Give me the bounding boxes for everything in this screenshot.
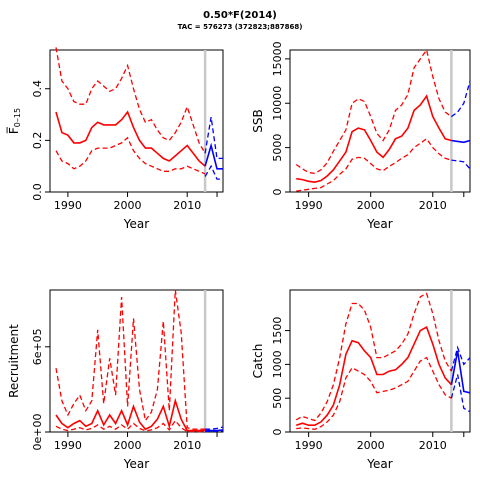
recruitment-x-axis-label: Year [123,457,149,471]
recruitment-x-tick-label: 2010 [173,439,201,452]
fbar-y-tick-label: 0.4 [31,80,44,98]
catch-panel: 1990 2000 2010 0 500 1000 1500 Year Catch [251,289,471,471]
catch-y-tick-label: 1500 [271,317,284,345]
recruitment-x-tick-label: 1990 [54,439,82,452]
catch-y-tick-label: 500 [271,388,284,409]
fbar-forecast-upper-line [204,116,223,160]
fbar-forecast-median-line [204,142,223,170]
catch-median-line [295,326,452,427]
fbar-x-tick-label: 2000 [114,199,142,212]
ssb-x-tick-label: 1990 [295,199,323,212]
catch-x-tick-label: 2000 [357,439,385,452]
ssb-forecast-upper-line [451,80,471,118]
ssb-lower-line [296,137,452,192]
catch-y-tick-label: 0 [271,429,284,436]
fbar-y-axis-label-sub: 0–15 [13,108,22,127]
fbar-x-tick-label: 2010 [173,199,201,212]
ssb-forecast-median-line [451,139,471,144]
fbar-upper-line [55,47,206,154]
recruitment-forecast-upper-line [205,426,224,430]
ssb-panel: 1990 2000 2010 0 5000 10000 15000 Year SSB [251,41,471,231]
fbar-lower-line [55,136,206,175]
fbar-plot-frame [49,49,224,193]
ssb-y-axis-label-main: SSB [251,109,265,132]
chart-subtitle: TAC = 576273 (372823;887868) [177,23,303,31]
catch-plot-frame [289,289,471,433]
recruitment-plot-frame [49,289,224,433]
ssb-upper-line [295,48,452,175]
ssb-y-tick-label: 5000 [271,134,284,162]
ssb-y-tick-label: 15000 [271,41,284,76]
recruitment-y-tick-label: 0e+00 [31,414,44,451]
catch-x-tick-label: 2010 [419,439,447,452]
fbar-x-axis-label: Year [123,217,149,231]
recruitment-median-line [55,397,206,432]
catch-y-axis-label-main: Catch [251,344,265,379]
fbar-median-line [55,110,206,167]
fbar-y-axis-label: F̅0–15 [5,108,21,134]
catch-y-tick-label: 1000 [271,350,284,378]
recruitment-upper-line [55,289,206,430]
chart-title: 0.50*F(2014) [203,10,277,21]
recruitment-lower-line [55,419,206,433]
ssb-median-line [296,94,452,184]
fbar-y-tick-label: 0.2 [31,132,44,150]
catch-forecast-median-line [450,350,471,394]
recruitment-x-tick-label: 2000 [114,439,142,452]
ssb-plot-frame [289,49,471,193]
ssb-y-axis-label: SSB [251,109,265,132]
fbar-y-tick-label: 0.0 [31,183,44,201]
ssb-x-tick-label: 2010 [419,199,447,212]
recruitment-y-axis-label-main: Recruitment [7,324,21,398]
fbar-forecast-lower-line [204,164,223,180]
ssb-y-tick-label: 0 [271,189,284,196]
fbar-panel: 1990 2000 2010 0.0 0.2 0.4 Year F̅0–15 [5,47,224,231]
catch-forecast-lower-line [450,374,471,413]
catch-x-tick-label: 1990 [295,439,323,452]
fbar-x-tick-label: 1990 [54,199,82,212]
catch-upper-line [295,292,452,422]
ssb-forecast-lower-line [451,159,471,170]
fbar-y-axis-label-main: F̅ [5,126,20,134]
ssb-y-tick-label: 10000 [271,86,284,121]
ssb-x-tick-label: 2000 [357,199,385,212]
recruitment-panel: 1990 2000 2010 0e+00 6e+05 Year Recruitment [7,289,224,471]
catch-y-axis-label: Catch [251,344,265,379]
recruitment-forecast-median-line [205,429,224,432]
catch-forecast-upper-line [450,345,471,372]
ssb-x-axis-label: Year [366,217,392,231]
catch-lower-line [296,356,452,430]
recruitment-y-axis-label: Recruitment [7,324,21,398]
recruitment-y-tick-label: 6e+05 [31,328,44,365]
catch-x-axis-label: Year [366,457,392,471]
